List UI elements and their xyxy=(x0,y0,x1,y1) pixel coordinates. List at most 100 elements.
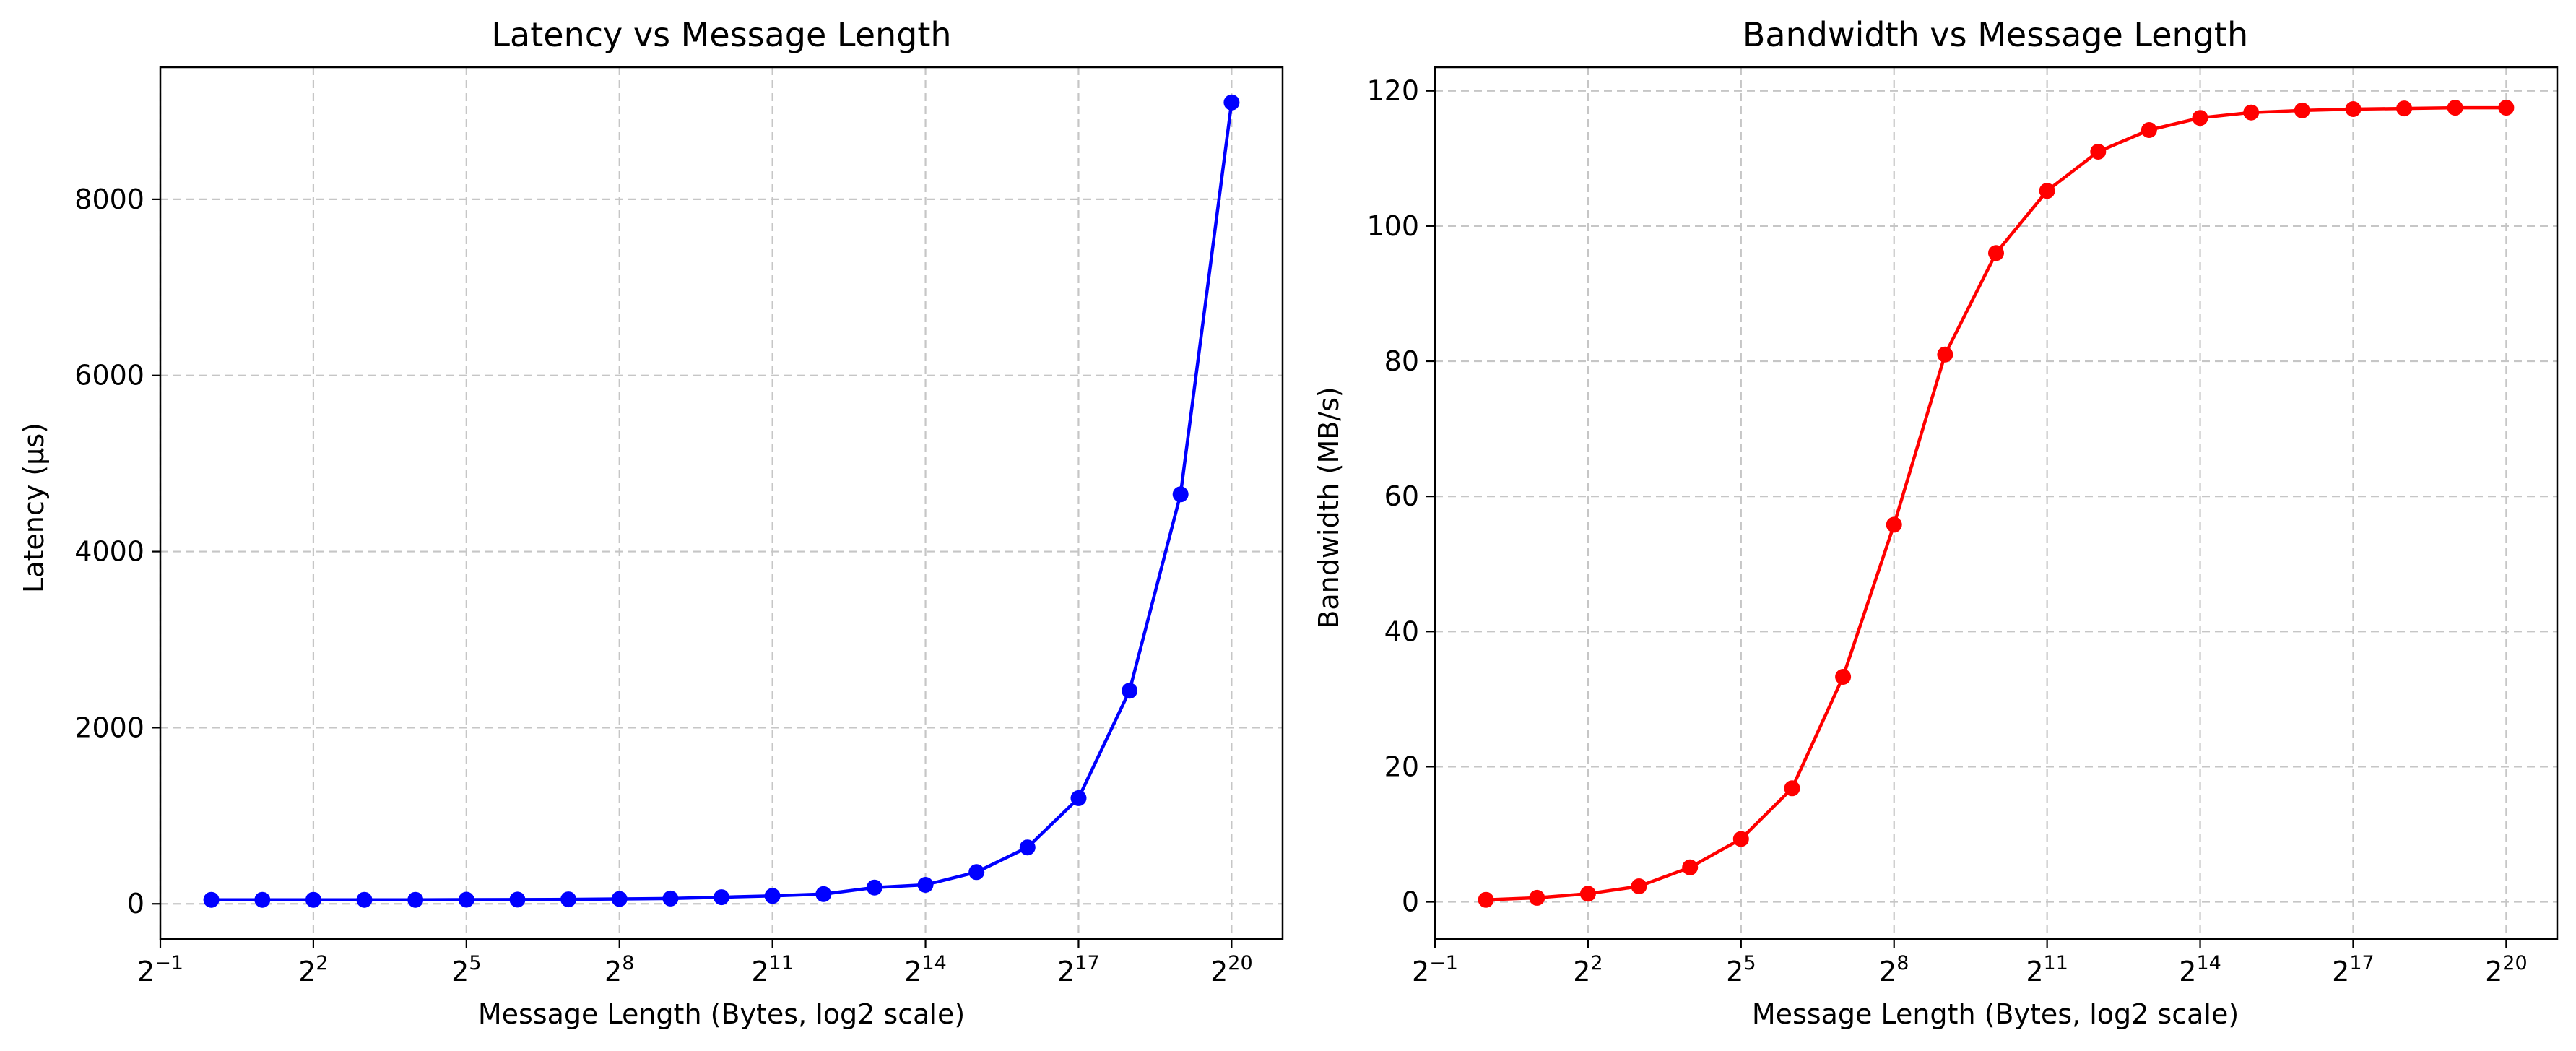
latency-data-point xyxy=(866,879,882,896)
latency-x-tick-exponent: 2 xyxy=(316,952,328,974)
latency-data-point xyxy=(1122,683,1138,699)
latency-data-point xyxy=(1172,486,1189,503)
latency-x-tick-label: 217 xyxy=(1057,952,1100,987)
latency-y-axis-label: Latency (µs) xyxy=(18,423,50,593)
latency-chart: Latency vs Message Length Message Length… xyxy=(18,15,1284,1030)
bandwidth-y-tick-label: 120 xyxy=(1366,75,1419,107)
bandwidth-data-point xyxy=(1579,886,1596,902)
bandwidth-plot-frame xyxy=(1434,66,2559,940)
bandwidth-y-tick-label: 20 xyxy=(1384,751,1419,782)
bandwidth-data-point xyxy=(1732,831,1749,847)
latency-x-tick-label: 28 xyxy=(604,952,634,987)
latency-x-tick-exponent: −1 xyxy=(155,952,183,974)
bandwidth-y-tick-label: 0 xyxy=(1402,886,1419,918)
bandwidth-y-tick-label: 40 xyxy=(1384,615,1419,647)
latency-data-point xyxy=(815,886,832,902)
bandwidth-data-point xyxy=(2141,122,2157,138)
bandwidth-x-tick-base: 2 xyxy=(1573,956,1590,987)
latency-grid xyxy=(159,67,1283,939)
latency-data-point xyxy=(714,889,729,906)
bandwidth-x-tick-exponent: 8 xyxy=(1896,952,1909,974)
bandwidth-chart: Bandwidth vs Message Length Message Leng… xyxy=(1313,15,2559,1030)
bandwidth-x-tick-label: 217 xyxy=(2332,952,2375,987)
latency-data-point xyxy=(509,891,526,908)
bandwidth-data-point xyxy=(2498,100,2515,116)
latency-x-axis-label: Message Length (Bytes, log2 scale) xyxy=(478,998,965,1030)
bandwidth-x-tick-base: 2 xyxy=(1879,956,1896,987)
bandwidth-data-point xyxy=(1682,859,1699,875)
bandwidth-grid xyxy=(1434,67,2557,939)
bandwidth-data-point xyxy=(2243,104,2260,121)
bandwidth-data-point xyxy=(2192,110,2208,126)
bandwidth-x-tick-label: 22 xyxy=(1573,952,1603,987)
latency-data-point xyxy=(1070,790,1087,806)
latency-x-tick-base: 2 xyxy=(1057,956,1075,987)
latency-data-point xyxy=(968,864,985,881)
latency-y-tick-label: 0 xyxy=(127,888,144,920)
bandwidth-x-tick-label: 25 xyxy=(1726,952,1756,987)
bandwidth-data-point xyxy=(1784,780,1800,797)
bandwidth-x-tick-label: 220 xyxy=(2485,952,2528,987)
bandwidth-x-tick-exponent: −1 xyxy=(1429,952,1458,974)
bandwidth-y-tick-label: 60 xyxy=(1384,480,1419,512)
bandwidth-x-tick-exponent: 2 xyxy=(1590,952,1603,974)
latency-y-ticks: 0 2000 4000 6000 8000 xyxy=(74,183,160,920)
bandwidth-x-tick-exponent: 14 xyxy=(2196,952,2221,974)
latency-data-point xyxy=(1223,94,1240,111)
latency-x-tick-exponent: 20 xyxy=(1228,952,1252,974)
bandwidth-data-point xyxy=(2396,100,2413,117)
latency-data-point xyxy=(407,891,424,908)
bandwidth-x-tick-label: 211 xyxy=(2026,952,2068,987)
latency-x-tick-base: 2 xyxy=(451,956,469,987)
bandwidth-data-point xyxy=(2090,144,2107,160)
latency-data-point xyxy=(254,891,271,908)
bandwidth-data-point xyxy=(2345,101,2362,117)
bandwidth-data-point xyxy=(1631,878,1647,894)
bandwidth-y-axis-label: Bandwidth (MB/s) xyxy=(1313,386,1345,629)
bandwidth-x-tick-base: 2 xyxy=(1726,956,1743,987)
latency-series-markers xyxy=(203,94,1240,908)
latency-data-point xyxy=(1019,839,1036,856)
latency-x-tick-label: 220 xyxy=(1210,952,1253,987)
latency-y-tick-label: 8000 xyxy=(74,183,144,215)
latency-x-tick-exponent: 11 xyxy=(769,952,794,974)
latency-x-tick-base: 2 xyxy=(1210,956,1228,987)
latency-x-tick-label: 214 xyxy=(904,952,947,987)
latency-x-tick-exponent: 17 xyxy=(1075,952,1099,974)
bandwidth-data-point xyxy=(1988,245,2004,261)
latency-x-tick-base: 2 xyxy=(751,956,768,987)
latency-data-point xyxy=(764,888,781,904)
latency-x-tick-label: 22 xyxy=(298,952,328,987)
latency-x-tick-base: 2 xyxy=(298,956,316,987)
latency-x-tick-exponent: 5 xyxy=(469,952,481,974)
latency-data-point xyxy=(560,891,577,908)
bandwidth-x-tick-label: 2−1 xyxy=(1412,952,1458,987)
latency-x-ticks: 2−1 22 25 28 211 214 217 220 xyxy=(137,939,1253,987)
latency-data-point xyxy=(305,891,321,908)
bandwidth-y-tick-label: 80 xyxy=(1384,345,1419,377)
bandwidth-chart-title: Bandwidth vs Message Length xyxy=(1743,15,2248,54)
bandwidth-data-point xyxy=(1937,346,1953,363)
latency-x-tick-base: 2 xyxy=(137,956,155,987)
latency-x-tick-exponent: 8 xyxy=(622,952,634,974)
latency-data-point xyxy=(662,890,679,907)
latency-x-tick-label: 211 xyxy=(751,952,794,987)
bandwidth-data-point xyxy=(2294,102,2310,118)
bandwidth-x-tick-exponent: 5 xyxy=(1743,952,1756,974)
bandwidth-x-tick-exponent: 20 xyxy=(2502,952,2527,974)
bandwidth-data-point xyxy=(2447,100,2463,116)
bandwidth-x-ticks: 2−1 22 25 28 211 214 217 220 xyxy=(1412,939,2528,987)
bandwidth-x-axis-label: Message Length (Bytes, log2 scale) xyxy=(1752,998,2239,1030)
latency-data-point xyxy=(203,891,220,908)
latency-chart-title: Latency vs Message Length xyxy=(491,15,951,54)
bandwidth-data-point xyxy=(1835,669,1852,685)
latency-y-tick-label: 6000 xyxy=(74,360,144,392)
latency-x-tick-exponent: 14 xyxy=(921,952,946,974)
latency-x-tick-base: 2 xyxy=(904,956,921,987)
latency-x-tick-label: 2−1 xyxy=(137,952,183,987)
bandwidth-x-tick-base: 2 xyxy=(2026,956,2043,987)
latency-data-point xyxy=(458,891,474,908)
latency-data-point xyxy=(611,891,628,907)
